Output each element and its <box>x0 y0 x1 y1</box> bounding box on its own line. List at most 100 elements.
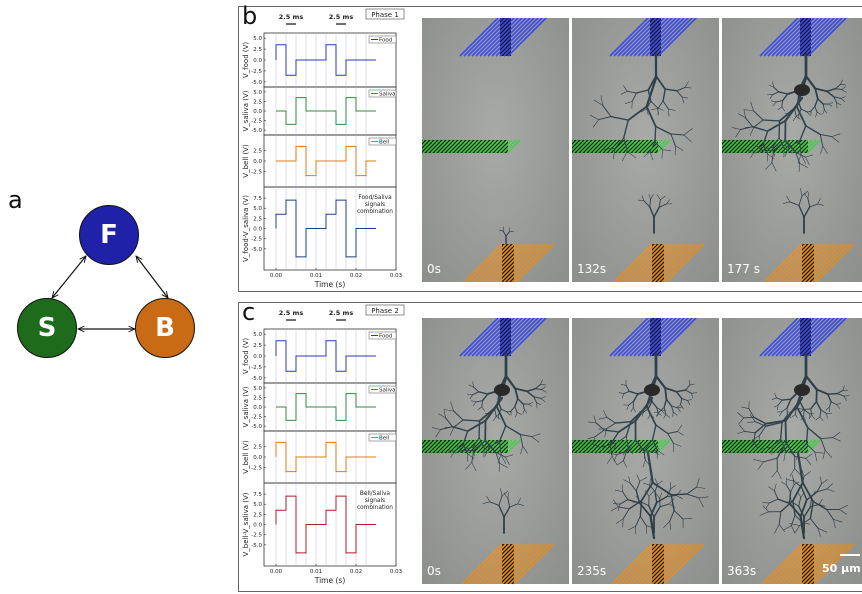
dendrite-branch <box>698 496 709 499</box>
dendrite-branch <box>667 108 670 117</box>
dendrite-branch <box>818 498 823 505</box>
dendrite-branch <box>609 431 620 446</box>
dendrite-branch <box>649 151 654 161</box>
dendrite-branch <box>680 404 684 409</box>
dendrite-branch <box>531 436 540 443</box>
dendrite-branch <box>451 426 469 432</box>
legend-label: Food <box>379 334 392 340</box>
y-tick-label: 2.5 <box>253 512 262 518</box>
dendrite-branch <box>758 425 767 437</box>
dendrite-branch <box>503 506 511 518</box>
y-tick-label: 0.0 <box>253 354 262 360</box>
dendrite-branch <box>533 396 542 399</box>
dendrite-branch <box>495 451 506 458</box>
dendrite-branch <box>797 153 802 164</box>
dendrite-branch <box>622 508 630 520</box>
x-tick-label: 0.01 <box>310 569 322 575</box>
dendrite-branch <box>500 408 508 413</box>
dendrite-branch <box>499 463 508 468</box>
dendrite-branch <box>514 405 518 413</box>
dendrite-branch <box>772 81 774 88</box>
dendrite-branch <box>652 439 658 451</box>
panel-b-frame <box>238 6 862 292</box>
food-electrode <box>609 318 698 357</box>
dendrite-branch <box>814 98 819 108</box>
dendrite-branch <box>781 398 792 401</box>
dendrite-branch <box>798 163 800 172</box>
dendrite-branch <box>691 393 694 399</box>
dendrite-branch <box>624 101 633 104</box>
dendrite-branch <box>798 496 802 507</box>
dendrite-branch <box>750 101 754 112</box>
dendrite-branch <box>807 192 810 199</box>
node-bell: B <box>135 298 195 358</box>
dendrite-branch <box>778 511 782 525</box>
dendrite-branch <box>768 486 775 491</box>
y-tick-label: 2.5 <box>253 149 262 155</box>
dendrite-branch <box>540 396 546 399</box>
dendrite-branch <box>749 442 755 449</box>
dendrite-branch <box>473 386 480 393</box>
dendrite-branch <box>812 500 828 511</box>
dendrite-cluster <box>644 384 660 396</box>
dendrite-branch <box>788 502 802 518</box>
y-axis-label: V_food-V_saliva (V) <box>242 195 250 262</box>
dendrite-branch <box>744 430 756 434</box>
dendrite-branch <box>651 424 657 441</box>
dendrite-branch <box>799 401 805 411</box>
dendrite-branch <box>649 484 656 493</box>
panel-b-time-3: 177 s <box>727 262 760 276</box>
dendrite-branch <box>799 140 802 155</box>
dendrite-branch <box>806 491 818 501</box>
dendrite-branch <box>514 398 519 408</box>
dendrite-branch <box>516 412 522 415</box>
legend-box <box>368 137 397 146</box>
dendrite-branch <box>686 493 700 499</box>
dendrite-branch <box>612 148 616 160</box>
dendrite-branch <box>680 398 683 406</box>
dendrite-branch <box>832 437 841 442</box>
dendrite-branch <box>443 409 454 412</box>
dendrite-branch <box>519 434 524 447</box>
x-tick-label: 0.02 <box>350 569 362 575</box>
dendrite-branch <box>654 478 658 485</box>
dendrite-branch <box>750 150 756 158</box>
dendrite-branch <box>658 199 661 208</box>
dendrite-branch <box>675 389 687 393</box>
dendrite-branch <box>438 413 446 419</box>
dendrite-branch <box>798 195 803 206</box>
y-tick-label: -5.0 <box>251 247 262 253</box>
y-tick-label: 0.0 <box>253 109 262 115</box>
dendrite-branch <box>643 450 654 452</box>
dendrite-branch <box>771 438 782 447</box>
panel-b-waveform-chart: Phase 1 2.5 ms 2.5 ms 5.0 2.5 0.0 -2.5 -5.0 Food… <box>242 8 405 289</box>
dendrite-branch <box>662 149 672 151</box>
dendrite-branch <box>642 459 646 468</box>
dendrite-branch <box>528 402 534 405</box>
dendrite-branch <box>656 407 659 414</box>
dendrite-branch <box>731 127 741 130</box>
dendrite-branch <box>640 108 647 113</box>
dendrite-branch <box>645 76 658 108</box>
dendrite-branch <box>779 411 783 417</box>
dendrite-branch <box>481 400 484 408</box>
dendrite-branch <box>676 495 683 499</box>
y-tick-label: -2.5 <box>251 69 262 75</box>
dendrite-branch <box>635 490 641 504</box>
dendrite-branch <box>814 451 818 462</box>
dendrite-branch <box>622 151 628 162</box>
dendrite-branch <box>799 163 808 168</box>
dendrite-branch <box>841 86 846 90</box>
dendrite-branch <box>777 404 779 411</box>
dendrite-branch <box>484 396 504 422</box>
dendrite-branch <box>616 435 627 444</box>
dendrite-branch <box>666 199 671 205</box>
dendrite-branch <box>471 450 475 464</box>
arrow-f-b <box>136 256 168 298</box>
dendrite-branch <box>815 401 822 411</box>
dendrite-branch <box>794 108 797 117</box>
dendrite-branch <box>667 433 674 444</box>
dendrite-branch <box>657 449 665 456</box>
dendrite-branch <box>828 102 834 105</box>
dendrite-branch <box>649 206 655 218</box>
